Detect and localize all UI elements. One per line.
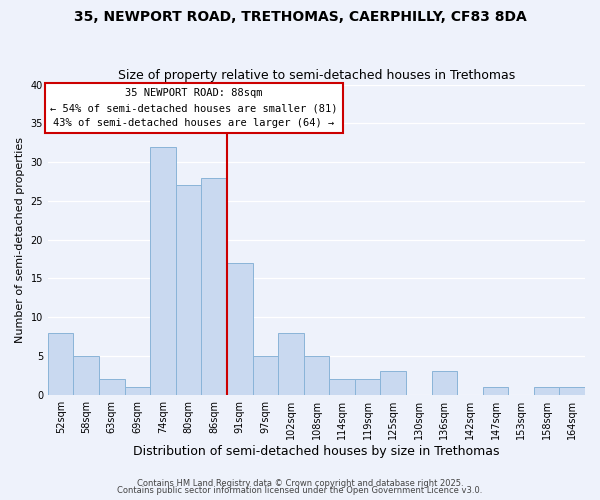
Bar [125, 387, 150, 394]
Y-axis label: Number of semi-detached properties: Number of semi-detached properties [15, 136, 25, 342]
Bar [534, 387, 559, 394]
Bar [278, 332, 304, 394]
Text: Contains HM Land Registry data © Crown copyright and database right 2025.: Contains HM Land Registry data © Crown c… [137, 478, 463, 488]
X-axis label: Distribution of semi-detached houses by size in Trethomas: Distribution of semi-detached houses by … [133, 444, 500, 458]
Bar [253, 356, 278, 395]
Text: 35 NEWPORT ROAD: 88sqm
← 54% of semi-detached houses are smaller (81)
43% of sem: 35 NEWPORT ROAD: 88sqm ← 54% of semi-det… [50, 88, 337, 128]
Bar [304, 356, 329, 395]
Bar [482, 387, 508, 394]
Bar [559, 387, 585, 394]
Bar [48, 332, 73, 394]
Text: Contains public sector information licensed under the Open Government Licence v3: Contains public sector information licen… [118, 486, 482, 495]
Bar [329, 379, 355, 394]
Bar [227, 263, 253, 394]
Bar [150, 146, 176, 394]
Bar [73, 356, 99, 395]
Bar [202, 178, 227, 394]
Bar [431, 372, 457, 394]
Bar [355, 379, 380, 394]
Bar [99, 379, 125, 394]
Bar [176, 186, 202, 394]
Text: 35, NEWPORT ROAD, TRETHOMAS, CAERPHILLY, CF83 8DA: 35, NEWPORT ROAD, TRETHOMAS, CAERPHILLY,… [74, 10, 526, 24]
Title: Size of property relative to semi-detached houses in Trethomas: Size of property relative to semi-detach… [118, 69, 515, 82]
Bar [380, 372, 406, 394]
